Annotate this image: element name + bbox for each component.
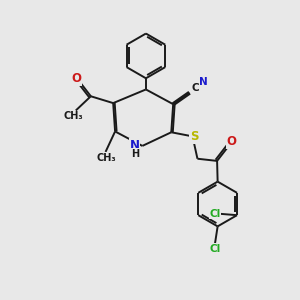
Text: CH₃: CH₃ — [64, 112, 83, 122]
Text: Cl: Cl — [209, 244, 220, 254]
Text: CH₃: CH₃ — [96, 153, 116, 163]
Text: H: H — [131, 148, 139, 158]
Text: Cl: Cl — [210, 209, 221, 219]
Text: S: S — [190, 130, 198, 143]
Text: N: N — [200, 77, 208, 87]
Text: O: O — [226, 135, 236, 148]
Text: O: O — [72, 72, 82, 85]
Text: C: C — [192, 83, 200, 93]
Text: N: N — [130, 139, 140, 152]
